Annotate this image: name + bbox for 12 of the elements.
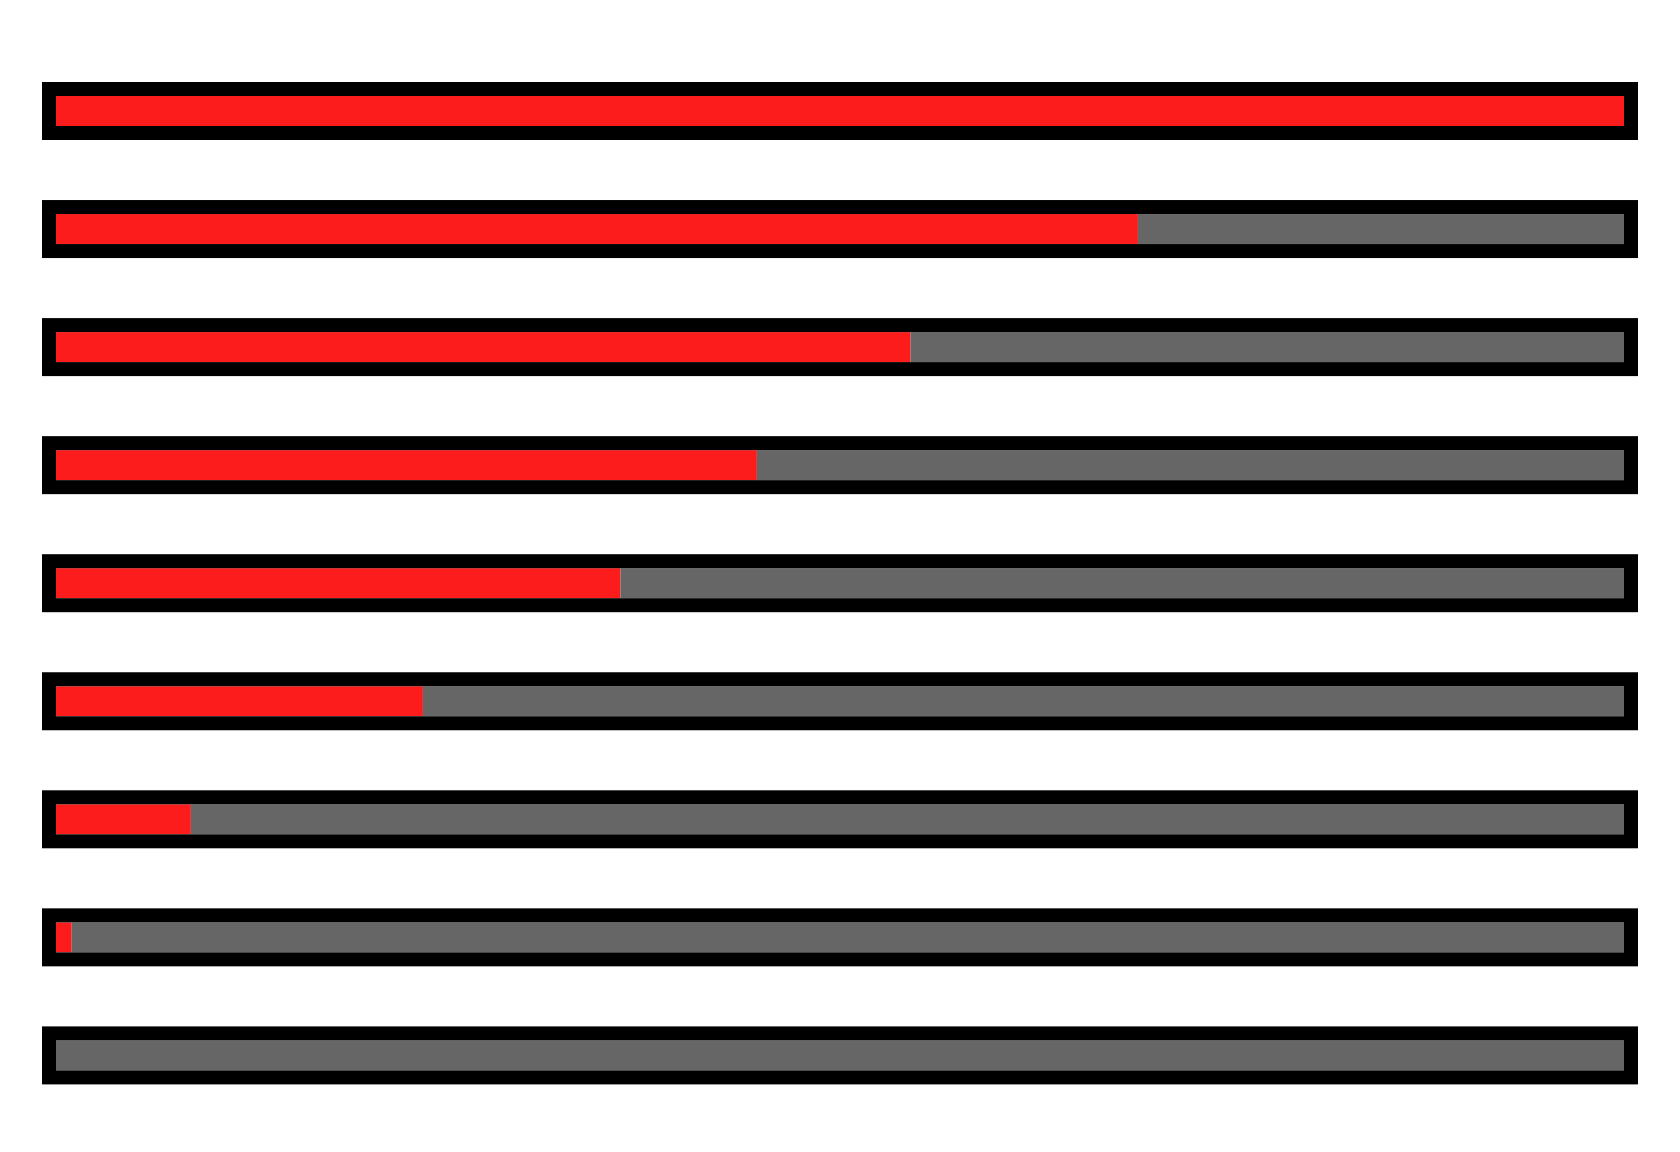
bar [56,804,191,835]
bar [56,214,1138,245]
bar [56,568,621,599]
bar [56,332,911,363]
bar [422,686,1624,717]
bar [620,568,1624,599]
bar [910,332,1624,363]
bar [1137,214,1624,245]
bar [756,450,1624,481]
bar [56,686,423,717]
bar [56,922,72,953]
bar [56,450,757,481]
